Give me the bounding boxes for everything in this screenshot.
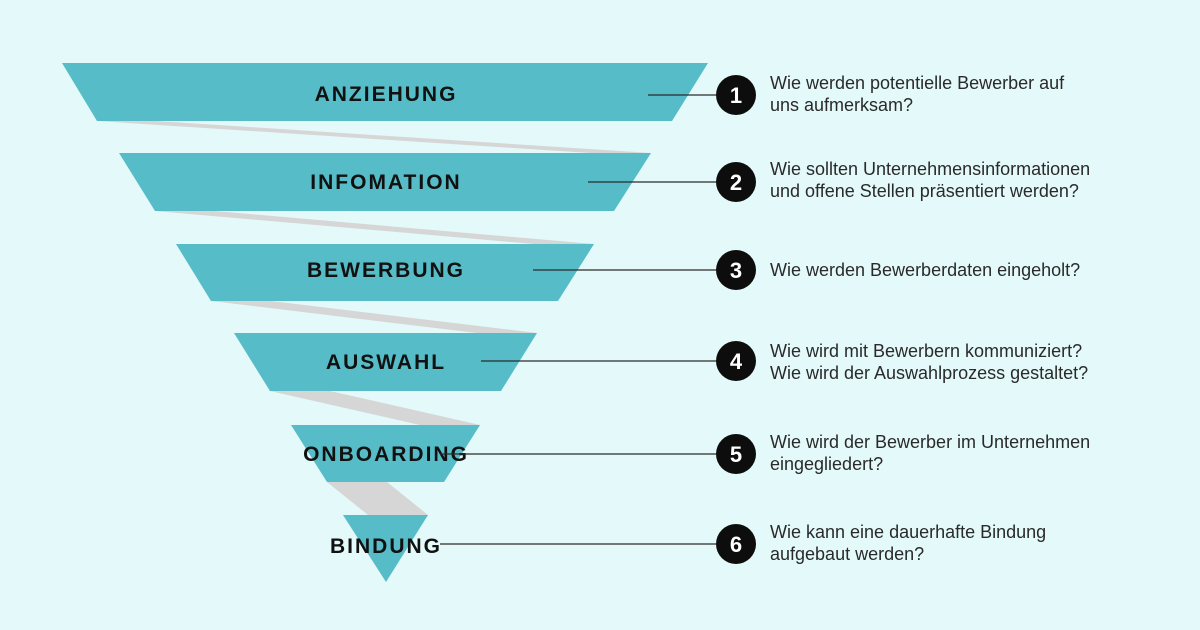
number-badge xyxy=(716,341,756,381)
number-badge xyxy=(716,524,756,564)
funnel-stage-3 xyxy=(176,244,594,301)
number-badge-label: 2 xyxy=(730,170,742,195)
number-badge-label: 1 xyxy=(730,83,742,108)
stage-question: Wie werden potentielle Bewerber auf uns a… xyxy=(770,72,1190,116)
funnel-stage-2 xyxy=(119,153,651,211)
number-badge xyxy=(716,75,756,115)
number-badge-label: 3 xyxy=(730,258,742,283)
stage-title: INFOMATION xyxy=(310,171,461,194)
funnel-stages: ANZIEHUNG INFOMATION BEWERBUNG AUSWAHL ONBOA… xyxy=(62,63,708,582)
funnel-connectors xyxy=(97,121,651,515)
stage-question: Wie kann eine dauerhafte Bindung aufgebau… xyxy=(770,521,1190,565)
number-badge xyxy=(716,162,756,202)
funnel-stage-4 xyxy=(234,333,537,391)
number-badge xyxy=(716,434,756,474)
funnel-connector xyxy=(97,121,651,153)
question-line: Wie sollten Unternehmensinformationen xyxy=(770,159,1091,179)
question-line: Wie kann eine dauerhafte Bindung xyxy=(770,522,1047,542)
stage-title: ONBOARDING xyxy=(303,443,469,466)
question-line: Wie wird mit Bewerbern kommuniziert? xyxy=(770,341,1083,361)
number-badge-label: 4 xyxy=(730,349,743,374)
question-line: eingegliedert? xyxy=(770,454,884,474)
stage-title: AUSWAHL xyxy=(326,351,446,374)
question-line: Wie werden Bewerberdaten eingeholt? xyxy=(770,260,1081,280)
stage-question: Wie sollten Unternehmensinformationen und… xyxy=(770,158,1190,202)
funnel-connector xyxy=(327,482,428,515)
funnel-connector xyxy=(155,211,594,244)
number-badges: 1 2 3 4 5 6 xyxy=(716,75,756,564)
stage-title: BINDUNG xyxy=(330,535,442,558)
leader-lines xyxy=(440,94,716,545)
funnel-connector xyxy=(211,301,537,333)
stage-title: ANZIEHUNG xyxy=(315,83,458,106)
question-line: Wie wird der Auswahlprozess gestaltet? xyxy=(770,363,1089,383)
number-badge xyxy=(716,250,756,290)
number-badge-label: 6 xyxy=(730,532,742,557)
funnel-stage-6 xyxy=(343,515,428,582)
funnel-stage-1 xyxy=(62,63,708,121)
question-line: uns aufmerksam? xyxy=(770,95,914,115)
question-line: aufgebaut werden? xyxy=(770,544,925,564)
funnel-connector xyxy=(270,391,480,425)
question-line: Wie werden potentielle Bewerber auf xyxy=(770,73,1065,93)
question-line: Wie wird der Bewerber im Unternehmen xyxy=(770,432,1091,452)
stage-question: Wie werden Bewerberdaten eingeholt? xyxy=(770,259,1190,281)
stage-title: BEWERBUNG xyxy=(307,259,465,282)
question-line: und offene Stellen präsentiert werden? xyxy=(770,181,1079,201)
stage-question: Wie wird der Bewerber im Unternehmen eing… xyxy=(770,431,1190,475)
funnel-stage-5 xyxy=(291,425,480,482)
number-badge-label: 5 xyxy=(730,442,742,467)
stage-question: Wie wird mit Bewerbern kommuniziert? Wie … xyxy=(770,340,1190,384)
